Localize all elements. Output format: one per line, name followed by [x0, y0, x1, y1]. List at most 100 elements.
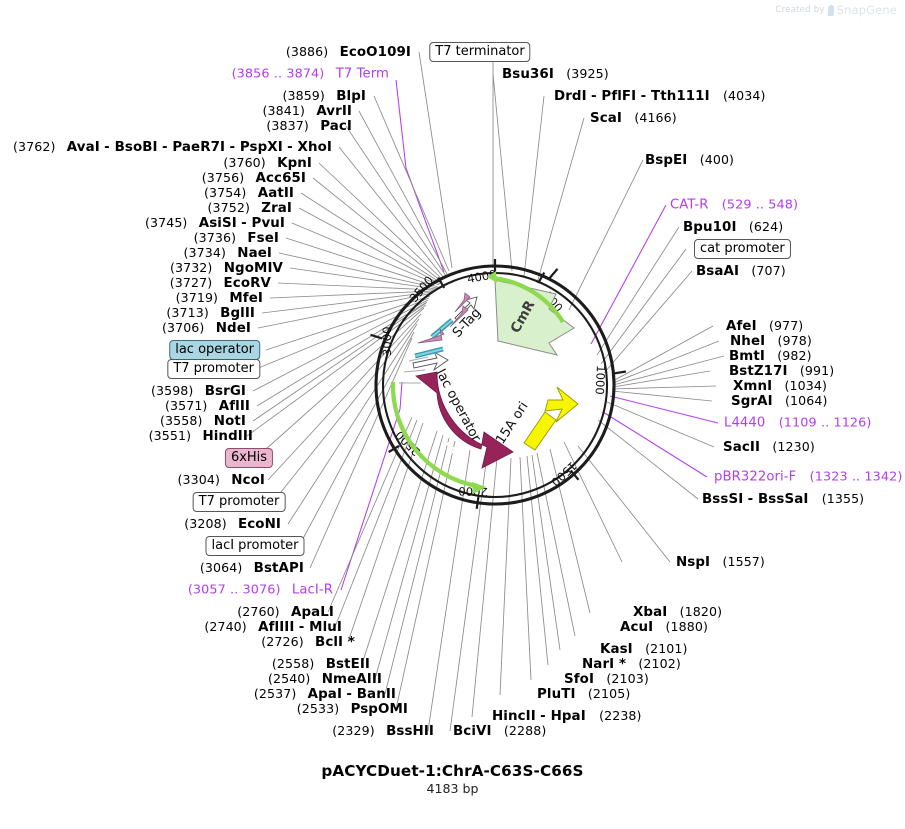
- enzyme-label-acc65i[interactable]: (3756) Acc65I: [202, 171, 306, 185]
- enzyme-name: XmnI: [733, 378, 773, 394]
- enzyme-label-pluti[interactable]: PluTI (2105): [537, 687, 630, 701]
- enzyme-position: (4166): [634, 109, 677, 125]
- boxed-label-6xhis[interactable]: 6xHis: [224, 448, 274, 468]
- enzyme-label-mfei[interactable]: (3719) MfeI: [176, 291, 263, 305]
- enzyme-label-noti[interactable]: (3558) NotI: [160, 414, 246, 428]
- plasmid-size: 4183 bp: [426, 781, 479, 796]
- enzyme-position: (2760): [237, 603, 280, 619]
- enzyme-name: NcoI: [231, 472, 265, 488]
- enzyme-name: NarI *: [582, 656, 627, 672]
- enzyme-name: EcoO109I: [339, 44, 411, 60]
- leader-lines-left: [246, 51, 453, 591]
- enzyme-label-hindiii[interactable]: (3551) HindIII: [149, 429, 253, 443]
- enzyme-label-bsshii[interactable]: (2329) BssHII: [332, 724, 434, 738]
- enzyme-label-afei[interactable]: AfeI (977): [726, 319, 803, 333]
- enzyme-label-scai[interactable]: ScaI (4166): [590, 111, 677, 125]
- enzyme-label-nmeaiii[interactable]: (2540) NmeAIII: [268, 672, 382, 686]
- enzyme-label-kpni[interactable]: (3760) KpnI: [223, 156, 312, 170]
- enzyme-label-econi[interactable]: (3208) EcoNI: [184, 517, 281, 531]
- enzyme-position: (1355): [821, 490, 865, 506]
- enzyme-name: KasI: [600, 641, 633, 657]
- feature-label-laci-r[interactable]: (3057 .. 3076) LacI-R: [188, 583, 333, 596]
- enzyme-label-bpu10i[interactable]: Bpu10I (624): [683, 220, 783, 234]
- enzyme-label-acui[interactable]: AcuI (1880): [620, 620, 708, 634]
- svg-text:lacI: lacI: [440, 438, 468, 469]
- enzyme-position: (3841): [262, 102, 306, 118]
- enzyme-label-nspi[interactable]: NspI (1557): [676, 555, 765, 569]
- enzyme-position: (2288): [503, 722, 547, 738]
- enzyme-label-fsei[interactable]: (3736) FseI: [194, 231, 279, 245]
- enzyme-label-nhei[interactable]: NheI (978): [730, 334, 812, 348]
- boxed-label-t7-promoter-top[interactable]: T7 promoter: [167, 359, 260, 379]
- enzyme-label-bsu36i[interactable]: Bsu36I (3925): [502, 67, 609, 81]
- enzyme-name: FseI: [247, 230, 279, 246]
- enzyme-position: (2101): [645, 640, 688, 656]
- enzyme-label-paci[interactable]: (3837) PacI: [266, 119, 352, 133]
- enzyme-label-bsteii[interactable]: (2558) BstEII: [272, 657, 370, 671]
- enzyme-name: BspEI: [645, 152, 688, 168]
- enzyme-label-hincii-group[interactable]: HincII - HpaI (2238): [492, 707, 642, 724]
- enzyme-label-bcivi[interactable]: BciVI (2288): [453, 724, 546, 738]
- boxed-label-t7-promoter-bottom[interactable]: T7 promoter: [192, 492, 286, 512]
- enzyme-label-bstapi[interactable]: (3064) BstAPI: [200, 561, 304, 575]
- enzyme-label-avrii[interactable]: (3841) AvrII: [263, 104, 352, 118]
- enzyme-position: (3837): [266, 117, 309, 133]
- enzyme-name: DrdI: [554, 88, 587, 104]
- feature-position: (1109 .. 1126): [778, 415, 872, 431]
- enzyme-label-bmti[interactable]: BmtI (982): [729, 349, 812, 363]
- enzyme-name: SfoI: [564, 671, 595, 687]
- boxed-label-t7-terminator[interactable]: T7 terminator: [429, 42, 531, 62]
- enzyme-label-nari[interactable]: NarI * (2102): [582, 657, 681, 671]
- enzyme-label-pspomi[interactable]: (2533) PspOMI: [297, 702, 408, 716]
- enzyme-label-ndei[interactable]: (3706) NdeI: [162, 321, 251, 335]
- enzyme-label-sacii[interactable]: SacII (1230): [723, 440, 815, 454]
- enzyme-label-bglii[interactable]: (3713) BglII: [166, 306, 255, 320]
- enzyme-label-ecorv[interactable]: (3727) EcoRV: [170, 276, 271, 290]
- enzyme-label-ncoi[interactable]: (3304) NcoI: [177, 473, 265, 487]
- enzyme-label-asisi-group[interactable]: (3745) AsiSI - PvuI: [144, 214, 285, 231]
- enzyme-name: HindIII: [202, 428, 253, 444]
- enzyme-label-zrai[interactable]: (3752) ZraI: [207, 201, 292, 215]
- boxed-label-cat-promoter[interactable]: cat promoter: [694, 239, 791, 259]
- feature-name: CAT-R: [670, 197, 709, 213]
- enzyme-name: BmtI: [729, 348, 765, 364]
- enzyme-label-apali[interactable]: (2760) ApaLI: [237, 605, 334, 619]
- feature-label-cat-r[interactable]: CAT-R (529 .. 548): [670, 198, 798, 211]
- enzyme-label-kasi[interactable]: KasI (2101): [600, 642, 688, 656]
- enzyme-name: BglII: [220, 305, 255, 321]
- boxed-label-laci-promoter[interactable]: lacI promoter: [205, 536, 305, 556]
- enzyme-label-apai-group[interactable]: (2537) ApaI - BanII: [253, 685, 396, 702]
- enzyme-position: (1064): [784, 392, 828, 408]
- feature-label-t7-term[interactable]: (3856 .. 3874) T7 Term: [232, 67, 389, 80]
- enzyme-label-naei[interactable]: (3734) NaeI: [184, 246, 273, 260]
- enzyme-label-aflii[interactable]: (3571) AflII: [165, 399, 250, 413]
- enzyme-position: (991): [799, 362, 835, 378]
- enzyme-label-bsrgi[interactable]: (3598) BsrGI: [151, 384, 246, 398]
- enzyme-label-bcli[interactable]: (2726) BclI *: [261, 635, 355, 649]
- enzyme-name: BclI *: [315, 634, 355, 650]
- enzyme-label-ecoo109i[interactable]: (3886) EcoO109I: [286, 45, 411, 59]
- enzyme-label-afliii-group[interactable]: (2740) AflIII - MluI: [204, 618, 342, 635]
- enzyme-label-avai-group[interactable]: (3762) AvaI - BsoBI - PaeR7I - PspXI - X…: [13, 138, 332, 155]
- boxed-label-lac-operator[interactable]: lac operator: [169, 340, 260, 360]
- enzyme-label-blpi[interactable]: (3859) BlpI: [282, 89, 366, 103]
- enzyme-label-sgrai[interactable]: SgrAI (1064): [731, 394, 827, 408]
- enzyme-position: (3558): [160, 412, 203, 428]
- enzyme-label-sfoi[interactable]: SfoI (2103): [564, 672, 649, 686]
- enzyme-position: (3551): [148, 427, 192, 443]
- feature-label-l4440[interactable]: L4440 (1109 .. 1126): [724, 416, 872, 429]
- enzyme-label-bsaai[interactable]: BsaAI (707): [696, 264, 786, 278]
- enzyme-label-xmni[interactable]: XmnI (1034): [733, 379, 827, 393]
- enzyme-label-xbai[interactable]: XbaI (1820): [633, 605, 722, 619]
- plasmid-title: pACYCDuet-1:ChrA-C63S-C66S: [321, 762, 584, 780]
- feature-label-pbr322ori-f[interactable]: pBR322ori-F (1323 .. 1342): [714, 470, 902, 483]
- enzyme-label-bstz17i[interactable]: BstZ17I (991): [729, 364, 834, 378]
- enzyme-label-bspei[interactable]: BspEI (400): [645, 153, 734, 167]
- enzyme-label-ngomiv[interactable]: (3732) NgoMIV: [170, 261, 283, 275]
- enzyme-label-drdi-group[interactable]: DrdI - PflFI - Tth111I (4034): [554, 87, 766, 104]
- enzyme-label-aatii[interactable]: (3754) AatII: [204, 186, 294, 200]
- enzyme-label-bsssi-group[interactable]: BssSI - BssSaI (1355): [702, 490, 865, 507]
- feature-cmr: CmR: [487, 271, 575, 356]
